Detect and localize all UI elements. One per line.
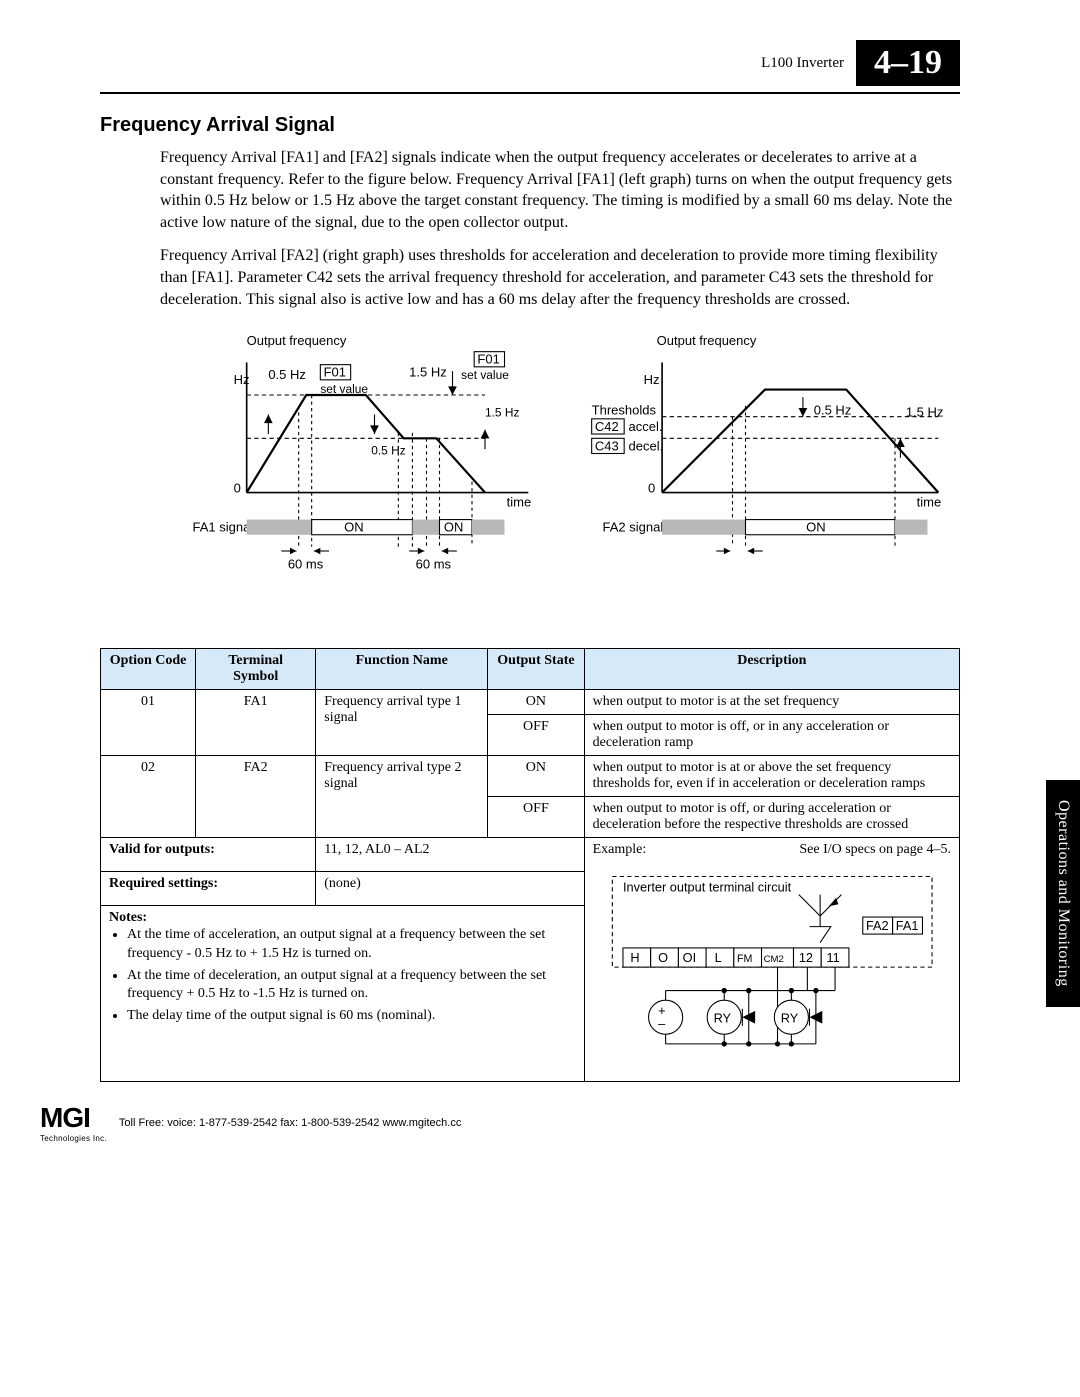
d1-15b: 1.5 Hz xyxy=(485,406,519,420)
term-11: 11 xyxy=(826,949,839,964)
table-row: 02 FA2 Frequency arrival type 2 signal O… xyxy=(101,755,960,796)
bat-minus: – xyxy=(658,1016,666,1031)
cell-symbol: FA2 xyxy=(196,755,316,837)
logo-sub: Technologies Inc. xyxy=(40,1134,107,1143)
d2-yunit: Hz xyxy=(644,372,660,387)
term-12: 12 xyxy=(798,949,812,964)
table-row: Valid for outputs: 11, 12, AL0 – AL2 Exa… xyxy=(101,837,960,871)
paragraph-2: Frequency Arrival [FA2] (right graph) us… xyxy=(160,245,960,310)
th-state: Output State xyxy=(488,648,584,689)
product-name: L100 Inverter xyxy=(761,55,844,72)
header-rule xyxy=(100,92,960,94)
d2-sig: FA2 signal xyxy=(603,520,664,535)
d2-dec: decel. xyxy=(629,438,664,453)
cell-func: Frequency arrival type 2 signal xyxy=(316,755,488,837)
example-label: Example: xyxy=(593,842,647,858)
note-item: At the time of deceleration, an output s… xyxy=(127,967,576,1003)
d1-d2: 60 ms xyxy=(416,556,452,571)
d2-05: 0.5 Hz xyxy=(814,403,852,418)
cell-state: ON xyxy=(488,755,584,796)
page-footer: MGI Technologies Inc. Toll Free: voice: … xyxy=(0,1102,1080,1163)
term-cm2: CM2 xyxy=(763,953,783,964)
footer-contact: Toll Free: voice: 1-877-539-2542 fax: 1-… xyxy=(119,1117,461,1129)
cell-desc: when output to motor is at the set frequ… xyxy=(584,689,959,714)
paragraph-1: Frequency Arrival [FA1] and [FA2] signal… xyxy=(160,147,960,233)
d2-on: ON xyxy=(806,520,826,535)
cell-code: 01 xyxy=(101,689,196,755)
diag1-title: Output frequency xyxy=(247,333,347,348)
term-oi: OI xyxy=(682,949,695,964)
d1-sig: FA1 signal xyxy=(193,520,254,535)
d1-sv2: set value xyxy=(461,368,509,382)
logo: MGI Technologies Inc. xyxy=(40,1102,107,1143)
th-code: Option Code xyxy=(101,648,196,689)
tag-fa1: FA1 xyxy=(895,917,918,932)
spec-table: Option Code Terminal Symbol Function Nam… xyxy=(100,648,960,1083)
term-fm: FM xyxy=(737,952,752,964)
side-tab: Operations and Monitoring xyxy=(1046,780,1080,1007)
notes-label: Notes: xyxy=(109,910,147,925)
d2-c43: C43 xyxy=(595,438,619,453)
cell-state: OFF xyxy=(488,714,584,755)
th-desc: Description xyxy=(584,648,959,689)
page-number: 4–19 xyxy=(856,40,960,86)
example-ref: See I/O specs on page 4–5. xyxy=(799,842,951,858)
diag1-zero: 0 xyxy=(234,481,241,496)
valid-value: 11, 12, AL0 – AL2 xyxy=(316,837,584,871)
d1-05b: 0.5 Hz xyxy=(371,444,405,458)
d1-15a: 1.5 Hz xyxy=(409,365,447,380)
term-h: H xyxy=(630,949,639,964)
cell-func: Frequency arrival type 1 signal xyxy=(316,689,488,755)
cell-desc: when output to motor is at or above the … xyxy=(584,755,959,796)
section-title: Frequency Arrival Signal xyxy=(100,114,960,137)
term-l: L xyxy=(714,949,721,964)
timing-diagrams: Output frequency Hz 0 time 0.5 Hz F01 se… xyxy=(160,330,960,628)
cell-state: ON xyxy=(488,689,584,714)
cell-desc: when output to motor is off, or during a… xyxy=(584,796,959,837)
d2-title: Output frequency xyxy=(657,333,757,348)
d2-15: 1.5 Hz xyxy=(906,405,944,420)
valid-label: Valid for outputs: xyxy=(109,842,215,857)
page-header: L100 Inverter 4–19 xyxy=(100,40,960,86)
circ-cap: Inverter output terminal circuit xyxy=(623,879,792,894)
notes-cell: Notes: At the time of acceleration, an o… xyxy=(101,906,585,1082)
ry2: RY xyxy=(780,1010,798,1025)
diagram-fa2: Output frequency Hz 0 time Thresholds C4… xyxy=(570,330,960,628)
d1-sv1: set value xyxy=(320,382,368,396)
th-func: Function Name xyxy=(316,648,488,689)
tag-fa2: FA2 xyxy=(866,917,889,932)
table-row: 01 FA1 Frequency arrival type 1 signal O… xyxy=(101,689,960,714)
d2-acc: accel. xyxy=(629,419,663,434)
d1-f01b: F01 xyxy=(477,352,499,367)
d1-on2: ON xyxy=(444,520,464,535)
req-label: Required settings: xyxy=(109,876,218,891)
note-item: At the time of acceleration, an output s… xyxy=(127,926,576,962)
table-header-row: Option Code Terminal Symbol Function Nam… xyxy=(101,648,960,689)
d1-d1: 60 ms xyxy=(288,556,324,571)
cell-state: OFF xyxy=(488,796,584,837)
ry1: RY xyxy=(713,1010,731,1025)
cell-symbol: FA1 xyxy=(196,689,316,755)
d2-c42: C42 xyxy=(595,419,619,434)
d1-on1: ON xyxy=(344,520,364,535)
cell-code: 02 xyxy=(101,755,196,837)
d1-f01a: F01 xyxy=(324,365,346,380)
logo-main: MGI xyxy=(40,1102,107,1134)
d2-zero: 0 xyxy=(648,481,655,496)
req-value: (none) xyxy=(316,872,584,906)
circuit-diagram: Inverter output terminal circuit FA2 xyxy=(591,868,953,1071)
cell-desc: when output to motor is off, or in any a… xyxy=(584,714,959,755)
term-o: O xyxy=(658,949,668,964)
th-symbol: Terminal Symbol xyxy=(196,648,316,689)
diag1-time: time xyxy=(507,495,532,510)
diagram-fa1: Output frequency Hz 0 time 0.5 Hz F01 se… xyxy=(160,330,550,628)
example-cell: Example: See I/O specs on page 4–5. Inve… xyxy=(584,837,959,1082)
note-item: The delay time of the output signal is 6… xyxy=(127,1007,576,1025)
d1-05a: 0.5 Hz xyxy=(268,367,306,382)
d2-thr: Thresholds xyxy=(592,403,657,418)
d2-time: time xyxy=(917,495,942,510)
